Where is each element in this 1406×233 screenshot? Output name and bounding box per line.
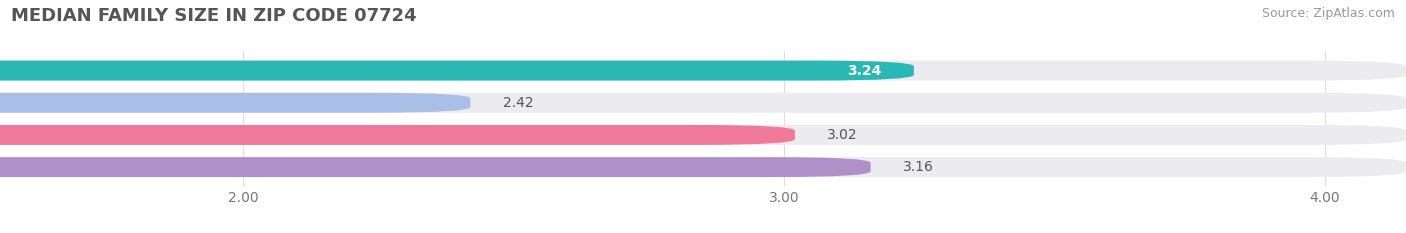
FancyBboxPatch shape (0, 125, 794, 145)
FancyBboxPatch shape (0, 61, 1406, 81)
Text: 3.02: 3.02 (827, 128, 858, 142)
FancyBboxPatch shape (0, 61, 914, 81)
FancyBboxPatch shape (0, 93, 471, 113)
FancyBboxPatch shape (0, 93, 1406, 113)
Text: Source: ZipAtlas.com: Source: ZipAtlas.com (1261, 7, 1395, 20)
Text: 3.24: 3.24 (846, 64, 882, 78)
FancyBboxPatch shape (0, 157, 870, 177)
Text: 2.42: 2.42 (503, 96, 533, 110)
FancyBboxPatch shape (0, 157, 1406, 177)
Text: MEDIAN FAMILY SIZE IN ZIP CODE 07724: MEDIAN FAMILY SIZE IN ZIP CODE 07724 (11, 7, 416, 25)
FancyBboxPatch shape (0, 125, 1406, 145)
Text: 3.16: 3.16 (903, 160, 934, 174)
